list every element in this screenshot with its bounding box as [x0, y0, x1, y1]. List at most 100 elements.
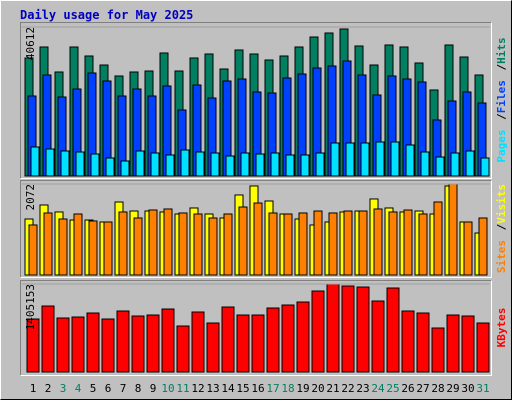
x-tick-label: 25: [386, 382, 399, 395]
bar: [465, 150, 475, 177]
x-tick-label: 17: [266, 382, 279, 395]
bar: [73, 213, 83, 276]
legend-entry: Hits: [495, 37, 508, 64]
bar: [433, 201, 443, 276]
bar: [418, 213, 428, 276]
bar: [345, 142, 355, 177]
bar: [86, 312, 100, 373]
bar: [150, 152, 160, 177]
bar: [116, 310, 130, 373]
bar: [88, 220, 98, 276]
y-tick-label: 2072: [24, 184, 37, 211]
bar: [446, 314, 460, 373]
bar: [298, 212, 308, 276]
x-tick-label: 30: [461, 382, 474, 395]
bar: [30, 146, 40, 177]
bar: [405, 144, 415, 177]
bar: [206, 322, 220, 373]
bar: [223, 213, 233, 276]
bar: [266, 307, 280, 373]
legend-entry: Files: [495, 80, 508, 113]
bar: [43, 212, 53, 276]
bar: [238, 206, 248, 276]
bar: [180, 149, 190, 177]
bar: [58, 218, 68, 276]
x-tick-label: 5: [90, 382, 97, 395]
bar: [478, 217, 488, 276]
bar: [101, 318, 115, 373]
bar: [268, 212, 278, 276]
x-tick-label: 15: [236, 382, 249, 395]
y-tick-label: 40612: [24, 27, 37, 60]
bar: [253, 202, 263, 276]
bar: [450, 152, 460, 177]
bar: [120, 160, 130, 177]
bar: [330, 142, 340, 177]
bar: [416, 312, 430, 373]
bar: [463, 221, 473, 276]
bar: [193, 213, 203, 276]
legend: KBytes: [495, 308, 508, 348]
legend-entry: KBytes: [495, 308, 508, 348]
bar: [388, 211, 398, 276]
bar: [371, 300, 385, 373]
bar: [56, 317, 70, 373]
x-tick-label: 11: [176, 382, 189, 395]
x-tick-label: 29: [446, 382, 459, 395]
bar: [358, 210, 368, 276]
x-tick-label: 21: [326, 382, 339, 395]
bar: [326, 283, 340, 373]
bar: [221, 306, 235, 373]
legend: Sites /Visits: [495, 184, 508, 273]
legend: Pages /Files /Hits: [495, 37, 508, 162]
x-tick-label: 13: [206, 382, 219, 395]
x-tick-label: 12: [191, 382, 204, 395]
x-tick-label: 18: [281, 382, 294, 395]
bar: [75, 151, 85, 177]
bar: [386, 287, 400, 373]
bar: [148, 209, 158, 276]
bar: [161, 308, 175, 373]
x-tick-label: 16: [251, 382, 264, 395]
x-tick-label: 9: [150, 382, 157, 395]
bar: [343, 210, 353, 276]
bar: [285, 154, 295, 177]
bar: [131, 315, 145, 373]
panel-bevel-dark: [20, 280, 492, 376]
bar: [60, 150, 70, 177]
legend-entry: Sites: [495, 240, 508, 273]
bar: [191, 311, 205, 373]
bar: [403, 209, 413, 276]
legend-separator: /: [495, 223, 508, 230]
bar: [103, 221, 113, 276]
x-tick-label: 22: [341, 382, 354, 395]
x-tick-label: 14: [221, 382, 235, 395]
panel-bevel-dark: [20, 22, 492, 179]
panel-bevel-light: [20, 180, 492, 278]
bar: [90, 153, 100, 177]
x-tick-label: 28: [431, 382, 444, 395]
bar: [210, 152, 220, 177]
x-tick-label: 23: [356, 382, 369, 395]
y-tick-label: 1405153: [24, 284, 37, 330]
bar: [105, 157, 115, 177]
bar: [236, 314, 250, 373]
bar: [255, 153, 265, 177]
bar: [461, 315, 475, 373]
bar: [283, 213, 293, 276]
bar: [208, 217, 218, 276]
legend-entry: Pages: [495, 130, 508, 163]
bar: [178, 212, 188, 276]
bar: [225, 155, 235, 177]
bar: [420, 151, 430, 177]
bar: [240, 152, 250, 177]
x-tick-label: 10: [161, 382, 174, 395]
bar: [195, 151, 205, 177]
bar: [356, 286, 370, 373]
x-tick-label: 24: [371, 382, 385, 395]
legend-separator: /: [495, 64, 508, 71]
bar: [133, 217, 143, 276]
x-tick-label: 6: [105, 382, 112, 395]
bar: [281, 304, 295, 373]
bar: [165, 154, 175, 177]
